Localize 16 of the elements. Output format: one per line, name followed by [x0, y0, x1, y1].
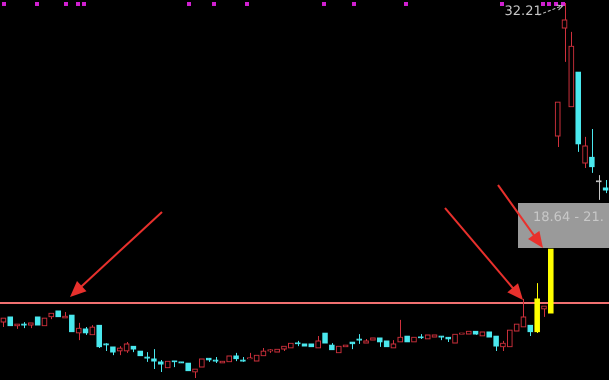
candlestick: [158, 360, 164, 372]
candlestick: [602, 180, 608, 194]
candlestick: [520, 298, 526, 328]
candlestick: [562, 2, 568, 62]
candlestick: [76, 322, 82, 341]
candlestick: [322, 332, 328, 344]
candlestick: [356, 334, 362, 344]
candlestick: [90, 324, 96, 336]
annotation: 32.21: [504, 4, 542, 19]
candlestick: [589, 128, 595, 174]
candlestick: [151, 348, 157, 370]
candlestick: [144, 352, 150, 362]
candlestick: [582, 136, 588, 168]
candlestick: [397, 319, 404, 342]
candlestick: [541, 306, 547, 318]
candlestick: [69, 314, 75, 332]
